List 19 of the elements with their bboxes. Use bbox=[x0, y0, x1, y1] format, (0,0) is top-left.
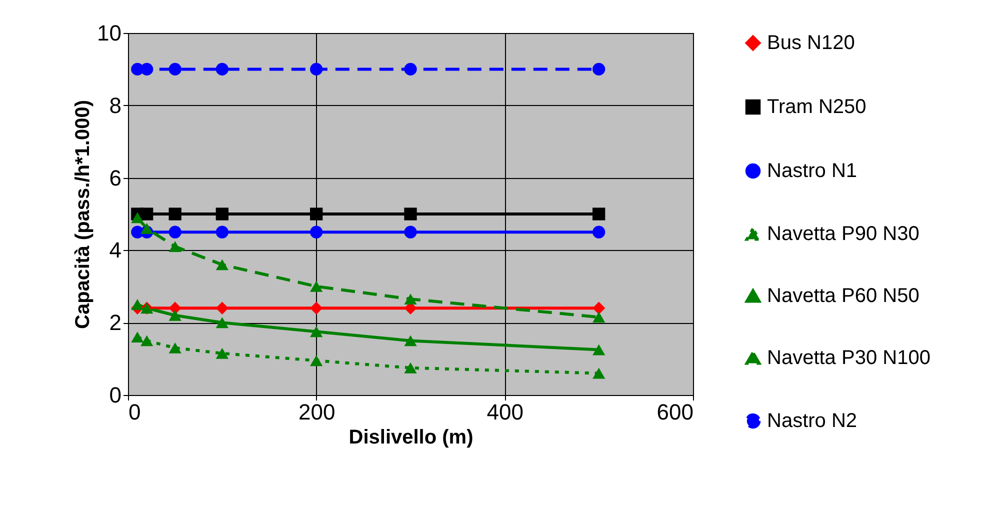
y-tick-label: 6 bbox=[109, 165, 122, 190]
y-tick-label: 2 bbox=[109, 310, 122, 336]
y-axis-title: Capacità (pass./h*1.000) bbox=[72, 100, 94, 329]
x-tick-label: 600 bbox=[656, 400, 694, 424]
legend-label: Nastro N2 bbox=[767, 410, 858, 432]
legend-label: Navetta P30 N100 bbox=[767, 347, 930, 369]
legend-label: Bus N120 bbox=[767, 32, 855, 54]
x-tick-label: 0 bbox=[128, 400, 141, 424]
y-tick-label: 4 bbox=[109, 238, 122, 263]
y-tick-label: 10 bbox=[97, 20, 122, 46]
y-tick-label: 0 bbox=[109, 382, 122, 408]
legend-label: Navetta P60 N50 bbox=[767, 285, 920, 307]
x-tick-label: 400 bbox=[486, 400, 524, 424]
legend-label: Tram N250 bbox=[767, 96, 866, 118]
y-tick-label: 8 bbox=[109, 92, 122, 118]
x-axis-title: Dislivello (m) bbox=[348, 426, 474, 448]
legend-label: Nastro N1 bbox=[767, 160, 858, 182]
legend-label: Navetta P90 N30 bbox=[767, 223, 920, 245]
x-tick-label: 200 bbox=[298, 400, 336, 424]
